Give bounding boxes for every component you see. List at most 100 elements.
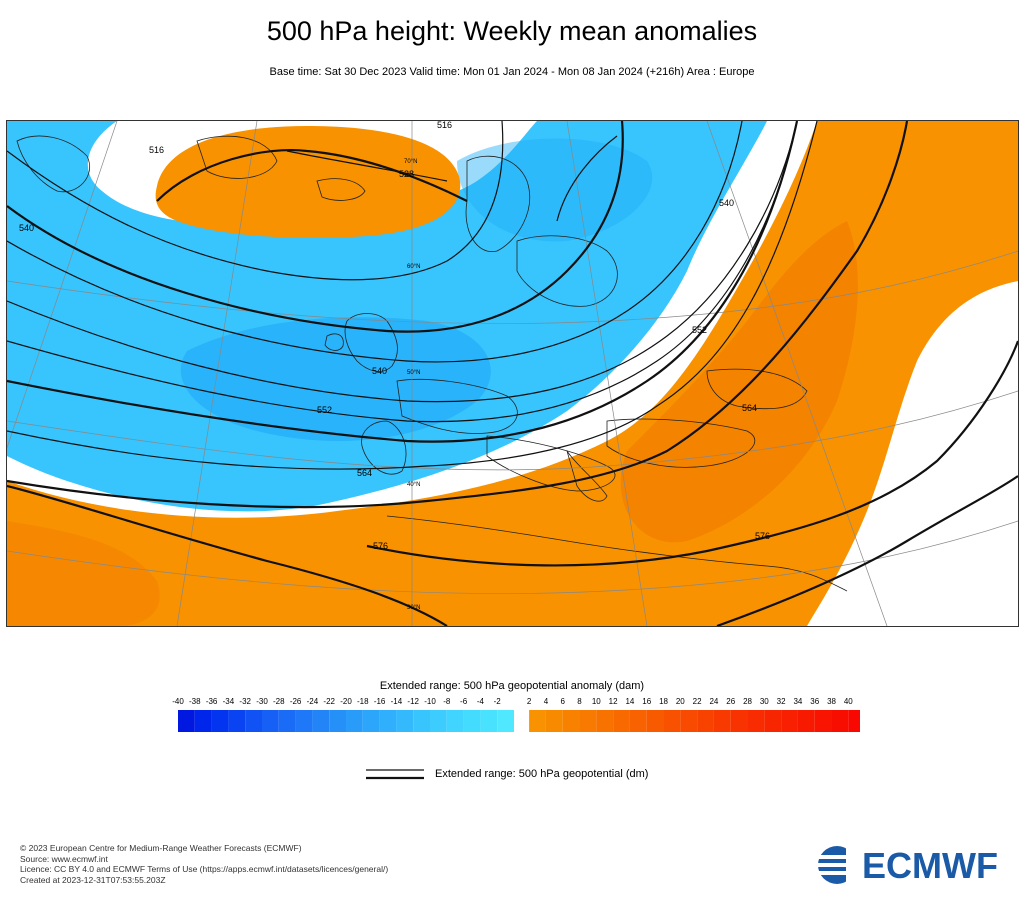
colorbar-swatch-positive bbox=[613, 710, 630, 732]
colorbar-swatch-negative bbox=[497, 710, 514, 732]
colorbar-tick-label: 12 bbox=[609, 697, 618, 706]
colorbar-swatch-negative bbox=[362, 710, 380, 732]
footer-licence: Licence: CC BY 4.0 and ECMWF Terms of Us… bbox=[20, 864, 389, 874]
colorbar-tick-label: -30 bbox=[256, 697, 268, 706]
contour-label-552: 552 bbox=[317, 405, 332, 415]
negative-anomaly-core bbox=[180, 317, 491, 441]
colorbar-swatch-negative bbox=[178, 710, 195, 732]
colorbar-tick-label: -36 bbox=[206, 697, 218, 706]
colorbar-swatch-negative bbox=[262, 710, 279, 732]
colorbar-tick-label: -6 bbox=[460, 697, 468, 706]
footer-copyright: © 2023 European Centre for Medium-Range … bbox=[20, 843, 302, 853]
colorbar-tick-label: 20 bbox=[676, 697, 685, 706]
colorbar-tick-label: -8 bbox=[443, 697, 451, 706]
contour-label-516: 516 bbox=[437, 121, 452, 130]
colorbar-swatch-positive bbox=[713, 710, 731, 732]
chart-subtitle: Base time: Sat 30 Dec 2023 Valid time: M… bbox=[269, 66, 755, 78]
lat-label-60: 60°N bbox=[407, 264, 420, 270]
colorbar-swatch-negative bbox=[463, 710, 481, 732]
colorbar-swatch-negative bbox=[278, 710, 296, 732]
colorbar-tick-label: 30 bbox=[760, 697, 769, 706]
colorbar-tick-label: -26 bbox=[290, 697, 302, 706]
colorbar-tick-label: -20 bbox=[340, 697, 352, 706]
colorbar-swatch-negative bbox=[245, 710, 262, 732]
contour-label-552b: 552 bbox=[692, 325, 707, 335]
colorbar-tick-label: -10 bbox=[424, 697, 436, 706]
lat-label-40: 40°N bbox=[407, 482, 420, 488]
colorbar-swatch-positive bbox=[629, 710, 647, 732]
colorbar-tick-label: 32 bbox=[777, 697, 786, 706]
lat-label-70: 70°N bbox=[404, 159, 417, 165]
contour-label-516b: 516 bbox=[149, 145, 164, 155]
colorbar-swatch-negative bbox=[312, 710, 330, 732]
chart-title: 500 hPa height: Weekly mean anomalies bbox=[266, 16, 758, 46]
colorbar-tick-label: -4 bbox=[477, 697, 485, 706]
graticule bbox=[7, 121, 1018, 626]
lat-label-50: 50°N bbox=[407, 370, 420, 376]
colorbar-swatch-negative bbox=[396, 710, 414, 732]
geopotential-contours bbox=[7, 121, 1018, 626]
colorbar-tick-label: 36 bbox=[810, 697, 819, 706]
colorbar-swatch-positive bbox=[680, 710, 698, 732]
legend-line-swatch bbox=[366, 769, 424, 780]
negative-anomaly-core-north bbox=[457, 138, 653, 242]
colorbar-tick-label: -24 bbox=[307, 697, 319, 706]
colorbar-swatch-positive bbox=[730, 710, 748, 732]
contour-label-528: 528 bbox=[399, 169, 414, 179]
colorbar-tick-label: 14 bbox=[625, 697, 634, 706]
colorbar-tick-label: -40 bbox=[172, 697, 184, 706]
colorbar-swatch-negative bbox=[228, 710, 246, 732]
colorbar-tick-label: 38 bbox=[827, 697, 836, 706]
colorbar-swatch-positive bbox=[596, 710, 614, 732]
colorbar-tick-label: -34 bbox=[223, 697, 235, 706]
colorbar: -40 -38 -36 -34 -32 -30 -28 -26 -24 -2 2 -20 -18 -16 -… bbox=[172, 697, 860, 732]
contour-label-540c: 540 bbox=[372, 366, 387, 376]
logo-text: ECMWF bbox=[862, 845, 998, 885]
colorbar-swatch-negative bbox=[329, 710, 346, 732]
colorbar-tick-label: 2 bbox=[527, 697, 532, 706]
colorbar-tick-label: 10 bbox=[592, 697, 601, 706]
colorbar-tick-label: 34 bbox=[793, 697, 802, 706]
contour-label-540b: 540 bbox=[719, 198, 734, 208]
colorbar-tick-label: -32 bbox=[239, 697, 251, 706]
colorbar-swatch-positive bbox=[781, 710, 798, 732]
negative-anomaly-region bbox=[7, 121, 767, 512]
colorbar-tick-label: 16 bbox=[642, 697, 651, 706]
colorbar-swatch-positive bbox=[797, 710, 815, 732]
colorbar-tick-label: 18 bbox=[659, 697, 668, 706]
contour-label-564: 564 bbox=[357, 468, 372, 478]
contour-label-576: 576 bbox=[373, 541, 388, 551]
colorbar-tick-label: 6 bbox=[560, 697, 565, 706]
colorbar-swatch-positive bbox=[646, 710, 664, 732]
colorbar-tick-label: 22 bbox=[693, 697, 702, 706]
contour-label-576b: 576 bbox=[755, 531, 770, 541]
colorbar-swatch-positive bbox=[764, 710, 782, 732]
colorbar-swatch-negative bbox=[346, 710, 363, 732]
colorbar-tick-label: 26 bbox=[726, 697, 735, 706]
colorbar-swatch-positive bbox=[562, 710, 580, 732]
colorbar-swatch-positive bbox=[848, 710, 860, 732]
colorbar-swatch-positive bbox=[545, 710, 563, 732]
footer-created: Created at 2023-12-31T07:53:55.203Z bbox=[20, 874, 166, 885]
ecmwf-logo[interactable]: ECMWF bbox=[812, 845, 1007, 885]
footer-source: Source: www.ecmwf.int bbox=[20, 853, 108, 864]
legend-line-label: Extended range: 500 hPa geopotential (dm… bbox=[435, 768, 649, 780]
colorbar-swatch-positive bbox=[747, 710, 765, 732]
colorbar-tick-label: -2 bbox=[494, 697, 502, 706]
positive-anomaly-core-sw bbox=[7, 521, 160, 626]
colorbar-swatch-negative bbox=[211, 710, 229, 732]
colorbar-tick-label: -38 bbox=[189, 697, 201, 706]
colorbar-swatch-positive bbox=[663, 710, 681, 732]
positive-anomaly-north bbox=[155, 126, 461, 238]
colorbar-title: Extended range: 500 hPa geopotential ano… bbox=[379, 680, 645, 692]
colorbar-tick-label: -28 bbox=[273, 697, 285, 706]
anomaly-map[interactable]: 516 516 528 540 540 540 552 552 564 576 … bbox=[6, 120, 1019, 627]
colorbar-swatch-positive bbox=[529, 710, 546, 732]
colorbar-tick-label: -18 bbox=[357, 697, 369, 706]
colorbar-tick-label: 40 bbox=[844, 697, 853, 706]
lat-label-30: 30°N bbox=[407, 605, 420, 611]
colorbar-swatch-negative bbox=[295, 710, 313, 732]
colorbar-swatch-negative bbox=[194, 710, 212, 732]
colorbar-swatch-positive bbox=[831, 710, 849, 732]
colorbar-tick-label: -16 bbox=[374, 697, 386, 706]
